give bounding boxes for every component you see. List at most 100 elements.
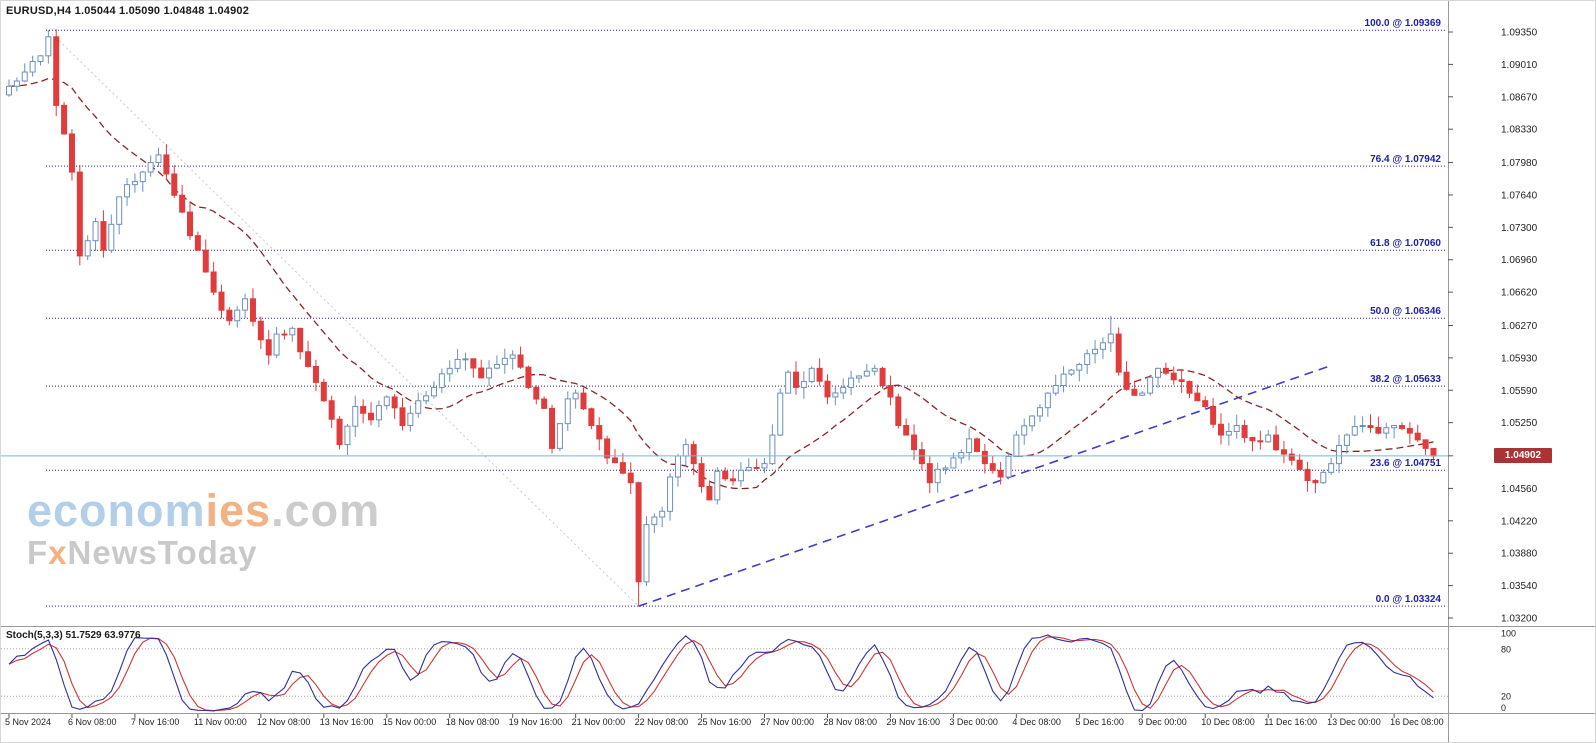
candles	[6, 29, 1437, 607]
svg-text:100.0 @ 1.09369: 100.0 @ 1.09369	[1365, 18, 1442, 29]
svg-text:0: 0	[1501, 703, 1506, 713]
candle-body	[596, 425, 603, 440]
svg-text:0.0 @ 1.03324: 0.0 @ 1.03324	[1376, 594, 1442, 605]
candle-body	[753, 466, 760, 469]
svg-text:19 Nov 16:00: 19 Nov 16:00	[509, 717, 563, 727]
candle-body	[226, 309, 233, 322]
candle-body	[1343, 434, 1350, 446]
candle-body	[911, 434, 918, 451]
candle-body	[21, 71, 28, 82]
candle-body	[1036, 407, 1043, 417]
candle-body	[1391, 425, 1398, 429]
svg-text:1.04560: 1.04560	[1501, 484, 1538, 495]
candle-body	[242, 298, 249, 311]
candle-body	[415, 400, 422, 414]
candle-body	[470, 358, 477, 369]
svg-text:1.06960: 1.06960	[1501, 255, 1538, 266]
candle-body	[785, 371, 792, 394]
candle-body	[1139, 392, 1146, 396]
candle-body	[643, 524, 650, 583]
svg-text:22 Nov 08:00: 22 Nov 08:00	[635, 717, 689, 727]
candle-body	[139, 171, 146, 183]
candle-body	[312, 365, 319, 383]
candle-body	[210, 271, 217, 293]
candle-body	[391, 396, 398, 409]
candle-body	[462, 358, 469, 361]
candle-body	[674, 455, 681, 478]
candle-body	[45, 36, 52, 57]
candle-body	[533, 386, 540, 400]
svg-text:1.06270: 1.06270	[1501, 321, 1538, 332]
candle-body	[76, 171, 83, 257]
candle-body	[1060, 373, 1067, 386]
svg-text:27 Nov 00:00: 27 Nov 00:00	[761, 717, 815, 727]
candle-body	[1367, 425, 1374, 429]
candle-body	[1021, 425, 1028, 436]
svg-text:7 Nov 16:00: 7 Nov 16:00	[131, 717, 180, 727]
svg-text:1.09350: 1.09350	[1501, 28, 1538, 39]
candle-body	[1186, 380, 1193, 394]
watermark-x-text: x	[48, 534, 68, 572]
candle-body	[997, 469, 1004, 478]
svg-text:5 Nov 2024: 5 Nov 2024	[5, 717, 51, 727]
candle-body	[604, 438, 611, 459]
candle-body	[1312, 480, 1319, 484]
candle-body	[777, 392, 784, 436]
candle-body	[328, 400, 335, 420]
stoch-signal-line	[8, 636, 1434, 712]
candle-body	[989, 463, 996, 471]
candle-body	[887, 385, 894, 398]
candle-body	[249, 298, 256, 322]
candle-body	[1170, 372, 1177, 381]
svg-text:13 Dec 00:00: 13 Dec 00:00	[1327, 717, 1381, 727]
candle-body	[344, 425, 351, 446]
candle-body	[171, 173, 178, 196]
candle-body	[722, 470, 729, 480]
candle-body	[1076, 364, 1083, 371]
candle-body	[690, 444, 697, 465]
candle-body	[966, 438, 973, 454]
candle-body	[430, 386, 437, 397]
candle-body	[855, 375, 862, 379]
candle-body	[454, 358, 461, 369]
candle-body	[1257, 440, 1264, 443]
candle-body	[1099, 342, 1106, 350]
candle-body	[517, 354, 524, 368]
candle-body	[1202, 400, 1209, 407]
candle-body	[92, 221, 99, 242]
candle-body	[1414, 432, 1421, 441]
candle-body	[934, 468, 941, 484]
svg-text:9 Dec 00:00: 9 Dec 00:00	[1138, 717, 1187, 727]
candle-body	[179, 194, 186, 213]
candle-body	[375, 405, 382, 421]
candle-body	[903, 425, 910, 436]
svg-text:4 Dec 08:00: 4 Dec 08:00	[1012, 717, 1061, 727]
svg-text:1.06620: 1.06620	[1501, 288, 1538, 299]
price-axis: 1.09350 1.09010 1.08670 1.08330 1.07980 1.076…	[1448, 28, 1538, 625]
candle-body	[942, 467, 949, 470]
watermark-fxnewstoday: FxNewsToday	[27, 534, 380, 572]
stoch-level-lines	[1, 648, 1448, 697]
candle-body	[651, 516, 658, 526]
candle-body	[1194, 392, 1201, 402]
candle-body	[1304, 468, 1311, 482]
candle-body	[305, 351, 312, 367]
candle-body	[493, 364, 500, 369]
svg-text:3 Dec 00:00: 3 Dec 00:00	[949, 717, 998, 727]
candle-body	[627, 472, 634, 484]
candle-body	[61, 104, 68, 135]
svg-text:6 Nov 08:00: 6 Nov 08:00	[68, 717, 117, 727]
watermark-dotcom-text: .com	[271, 485, 381, 536]
candle-body	[1107, 333, 1114, 344]
candle-body	[423, 395, 430, 402]
symbol-ohlc-title: EURUSD,H4 1.05044 1.05090 1.04848 1.0490…	[6, 5, 250, 17]
candle-body	[368, 412, 375, 421]
trendline	[638, 364, 1332, 607]
svg-text:1.04220: 1.04220	[1501, 516, 1538, 527]
candle-body	[793, 371, 799, 388]
svg-text:13 Nov 16:00: 13 Nov 16:00	[320, 717, 374, 727]
stochastic-indicator-title: Stoch(5,3,3) 51.7529 63.9776	[6, 630, 141, 641]
candle-body	[981, 450, 988, 465]
candle-body	[116, 196, 123, 225]
